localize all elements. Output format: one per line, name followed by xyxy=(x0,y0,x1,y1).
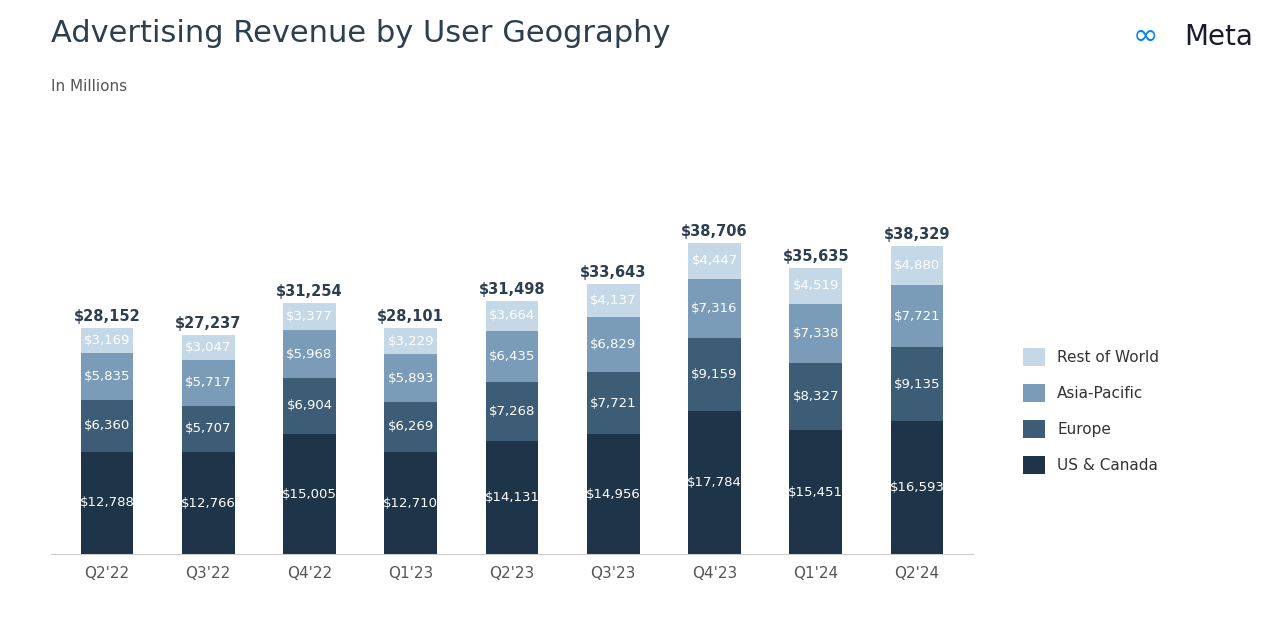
Bar xyxy=(283,433,335,554)
Text: $6,360: $6,360 xyxy=(83,420,131,432)
Bar xyxy=(384,452,436,554)
Text: $4,447: $4,447 xyxy=(691,255,737,268)
Bar xyxy=(384,402,436,452)
Text: $3,047: $3,047 xyxy=(186,341,232,354)
Text: $6,829: $6,829 xyxy=(590,338,636,351)
Bar xyxy=(588,284,640,317)
Text: $3,229: $3,229 xyxy=(388,335,434,348)
Bar xyxy=(485,441,539,554)
Bar xyxy=(588,317,640,372)
Legend: Rest of World, Asia-Pacific, Europe, US & Canada: Rest of World, Asia-Pacific, Europe, US … xyxy=(1018,342,1165,479)
Text: $38,329: $38,329 xyxy=(884,227,950,242)
Bar xyxy=(485,301,539,331)
Text: $3,377: $3,377 xyxy=(287,310,333,323)
Text: $7,316: $7,316 xyxy=(691,302,737,315)
Bar xyxy=(182,452,234,554)
Bar xyxy=(182,335,234,360)
Text: $4,880: $4,880 xyxy=(893,260,941,272)
Text: $3,169: $3,169 xyxy=(83,335,131,347)
Text: $7,721: $7,721 xyxy=(893,310,941,323)
Text: $14,956: $14,956 xyxy=(586,488,641,501)
Text: $33,643: $33,643 xyxy=(580,265,646,280)
Bar xyxy=(588,434,640,554)
Bar xyxy=(384,328,436,354)
Text: $6,435: $6,435 xyxy=(489,350,535,363)
Bar xyxy=(485,382,539,441)
Text: $7,721: $7,721 xyxy=(590,396,636,410)
Bar xyxy=(182,406,234,452)
Bar xyxy=(689,243,741,279)
Text: $9,159: $9,159 xyxy=(691,368,737,381)
Bar xyxy=(790,363,842,430)
Text: $4,137: $4,137 xyxy=(590,294,636,307)
Text: $4,519: $4,519 xyxy=(792,280,838,292)
Bar xyxy=(891,348,943,421)
Text: $12,788: $12,788 xyxy=(79,496,134,510)
Text: $6,269: $6,269 xyxy=(388,420,434,433)
Text: $31,498: $31,498 xyxy=(479,282,545,297)
Text: $35,635: $35,635 xyxy=(782,249,849,264)
Text: In Millions: In Millions xyxy=(51,79,127,94)
Text: ∞: ∞ xyxy=(1133,22,1158,51)
Bar xyxy=(81,353,133,401)
Text: $7,338: $7,338 xyxy=(792,327,840,340)
Text: $17,784: $17,784 xyxy=(687,476,742,490)
Bar xyxy=(384,354,436,402)
Text: $38,706: $38,706 xyxy=(681,224,748,239)
Bar xyxy=(689,338,741,411)
Text: $14,131: $14,131 xyxy=(485,491,539,504)
Bar xyxy=(283,303,335,330)
Text: $9,135: $9,135 xyxy=(893,378,941,391)
Text: $15,005: $15,005 xyxy=(282,488,337,501)
Text: $5,893: $5,893 xyxy=(388,372,434,384)
Text: Advertising Revenue by User Geography: Advertising Revenue by User Geography xyxy=(51,19,671,48)
Bar xyxy=(790,430,842,554)
Bar xyxy=(588,372,640,434)
Bar xyxy=(81,452,133,554)
Text: $28,101: $28,101 xyxy=(378,309,444,324)
Text: $12,766: $12,766 xyxy=(180,496,236,510)
Text: $28,152: $28,152 xyxy=(73,309,141,324)
Bar xyxy=(81,328,133,353)
Text: $5,717: $5,717 xyxy=(184,376,232,389)
Text: $16,593: $16,593 xyxy=(890,481,945,494)
Text: $7,268: $7,268 xyxy=(489,405,535,418)
Bar xyxy=(283,330,335,378)
Bar xyxy=(182,360,234,406)
Bar xyxy=(790,268,842,304)
Bar xyxy=(81,401,133,452)
Text: $3,664: $3,664 xyxy=(489,309,535,323)
Bar xyxy=(689,279,741,338)
Bar xyxy=(689,411,741,554)
Text: $6,904: $6,904 xyxy=(287,399,333,413)
Bar xyxy=(891,421,943,554)
Text: $5,968: $5,968 xyxy=(287,348,333,361)
Text: $31,254: $31,254 xyxy=(276,284,343,299)
Text: $12,710: $12,710 xyxy=(383,497,438,510)
Text: $5,835: $5,835 xyxy=(83,370,131,384)
Text: $5,707: $5,707 xyxy=(184,422,232,435)
Text: $27,237: $27,237 xyxy=(175,316,242,331)
Bar xyxy=(485,331,539,382)
Bar xyxy=(790,304,842,363)
Text: $15,451: $15,451 xyxy=(788,486,844,499)
Bar xyxy=(891,285,943,348)
Bar xyxy=(283,378,335,433)
Text: Meta: Meta xyxy=(1184,23,1253,51)
Text: $8,327: $8,327 xyxy=(792,390,840,403)
Bar xyxy=(891,246,943,285)
